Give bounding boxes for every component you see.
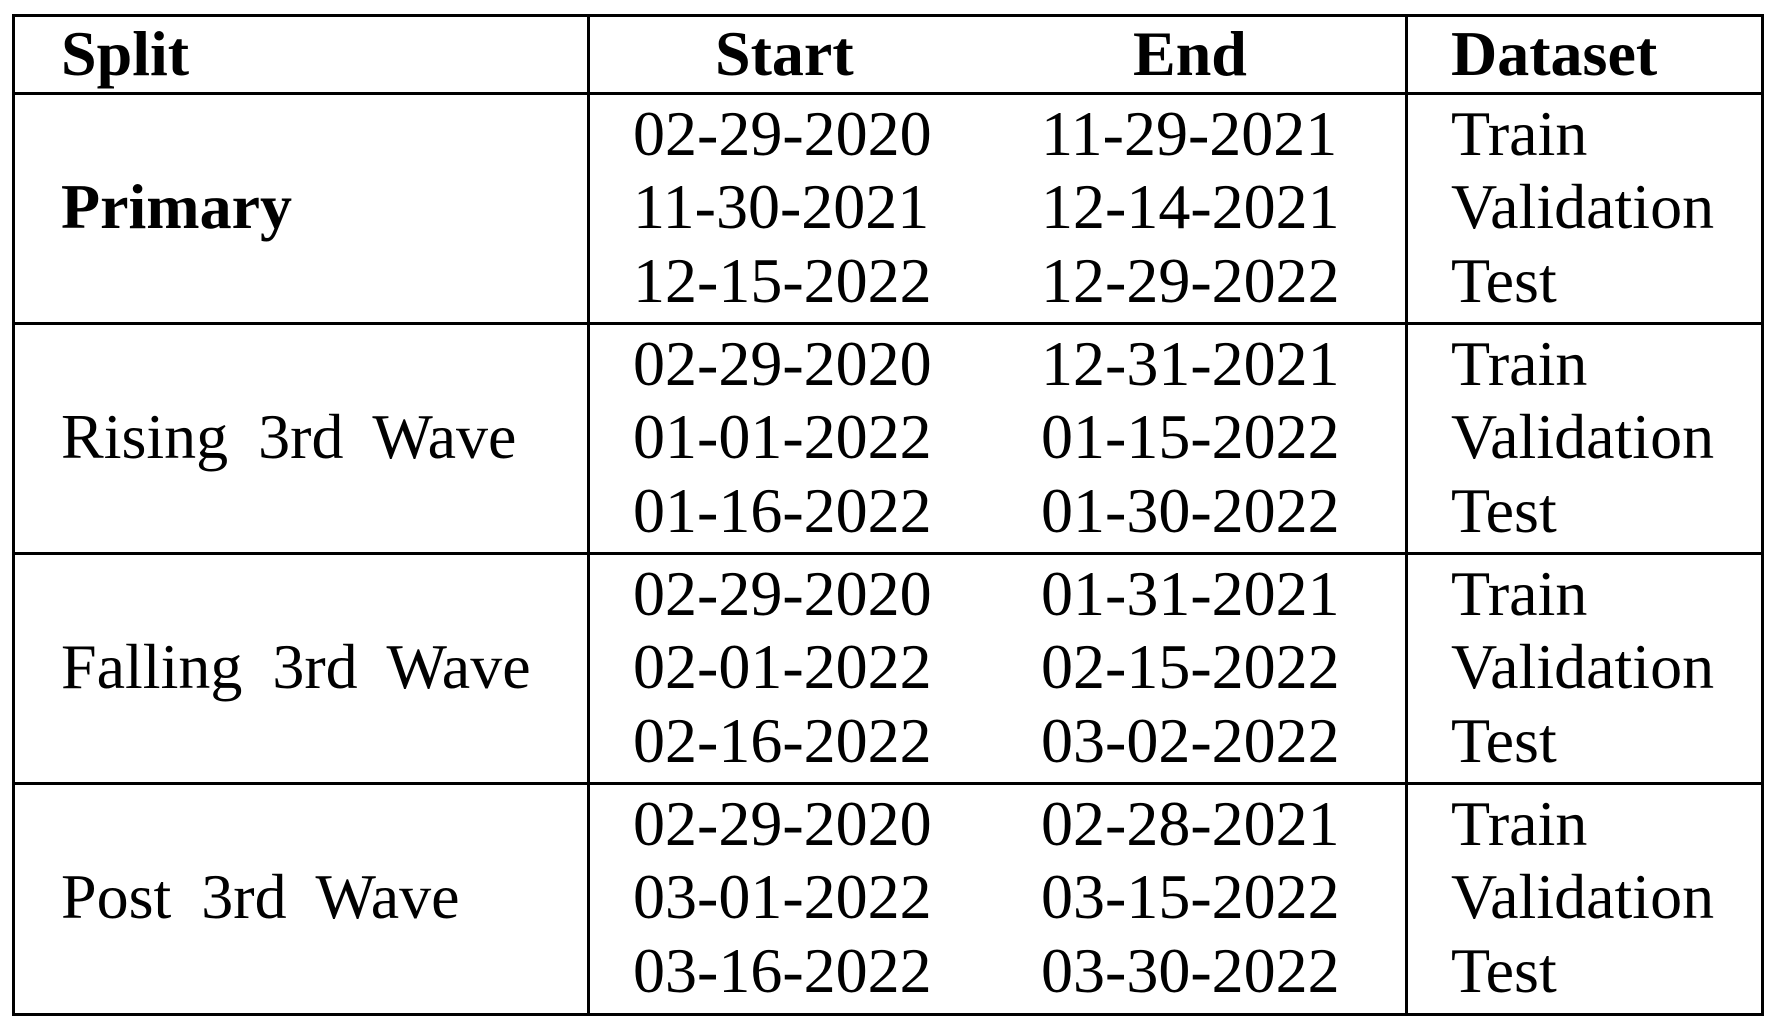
start-date: 02-29-2020 — [633, 98, 932, 169]
header-dataset: Dataset — [1451, 18, 1658, 89]
start-date: 02-29-2020 — [633, 328, 932, 399]
end-date: 01-31-2021 — [1041, 558, 1340, 629]
date-split-table: Split Start End Dataset Primary 02-29-20… — [12, 14, 1764, 1016]
split-name: Falling 3rd Wave — [61, 631, 531, 702]
start-date: 02-29-2020 — [633, 558, 932, 629]
start-date: 01-16-2022 — [633, 475, 932, 546]
group-rule — [15, 322, 1761, 325]
column-rule — [587, 17, 590, 1013]
column-rule — [1405, 17, 1408, 1013]
dataset-label: Validation — [1451, 401, 1715, 472]
end-date: 03-30-2022 — [1041, 935, 1340, 1006]
dataset-label: Train — [1451, 558, 1588, 629]
dataset-label: Validation — [1451, 861, 1715, 932]
split-name: Post 3rd Wave — [61, 861, 460, 932]
start-date: 01-01-2022 — [633, 401, 932, 472]
start-date: 03-01-2022 — [633, 861, 932, 932]
start-date: 02-16-2022 — [633, 705, 932, 776]
group-rule — [15, 782, 1761, 785]
dataset-label: Train — [1451, 98, 1588, 169]
header-end: End — [1133, 18, 1247, 89]
start-date: 11-30-2021 — [633, 171, 930, 242]
dataset-label: Train — [1451, 788, 1588, 859]
header-split: Split — [61, 18, 190, 89]
split-name: Rising 3rd Wave — [61, 401, 517, 472]
end-date: 11-29-2021 — [1041, 98, 1338, 169]
start-date: 03-16-2022 — [633, 935, 932, 1006]
end-date: 01-30-2022 — [1041, 475, 1340, 546]
header-rule — [15, 92, 1761, 95]
start-date: 12-15-2022 — [633, 245, 932, 316]
dataset-label: Train — [1451, 328, 1588, 399]
group-rule — [15, 552, 1761, 555]
end-date: 02-28-2021 — [1041, 788, 1340, 859]
dataset-label: Test — [1451, 245, 1557, 316]
dataset-label: Test — [1451, 475, 1557, 546]
end-date: 12-14-2021 — [1041, 171, 1340, 242]
end-date: 03-15-2022 — [1041, 861, 1340, 932]
dataset-label: Test — [1451, 705, 1557, 776]
dataset-label: Test — [1451, 935, 1557, 1006]
end-date: 12-29-2022 — [1041, 245, 1340, 316]
split-name: Primary — [61, 171, 292, 242]
dataset-label: Validation — [1451, 631, 1715, 702]
end-date: 12-31-2021 — [1041, 328, 1340, 399]
header-start: Start — [715, 18, 854, 89]
dataset-label: Validation — [1451, 171, 1715, 242]
end-date: 01-15-2022 — [1041, 401, 1340, 472]
end-date: 02-15-2022 — [1041, 631, 1340, 702]
start-date: 02-01-2022 — [633, 631, 932, 702]
end-date: 03-02-2022 — [1041, 705, 1340, 776]
start-date: 02-29-2020 — [633, 788, 932, 859]
